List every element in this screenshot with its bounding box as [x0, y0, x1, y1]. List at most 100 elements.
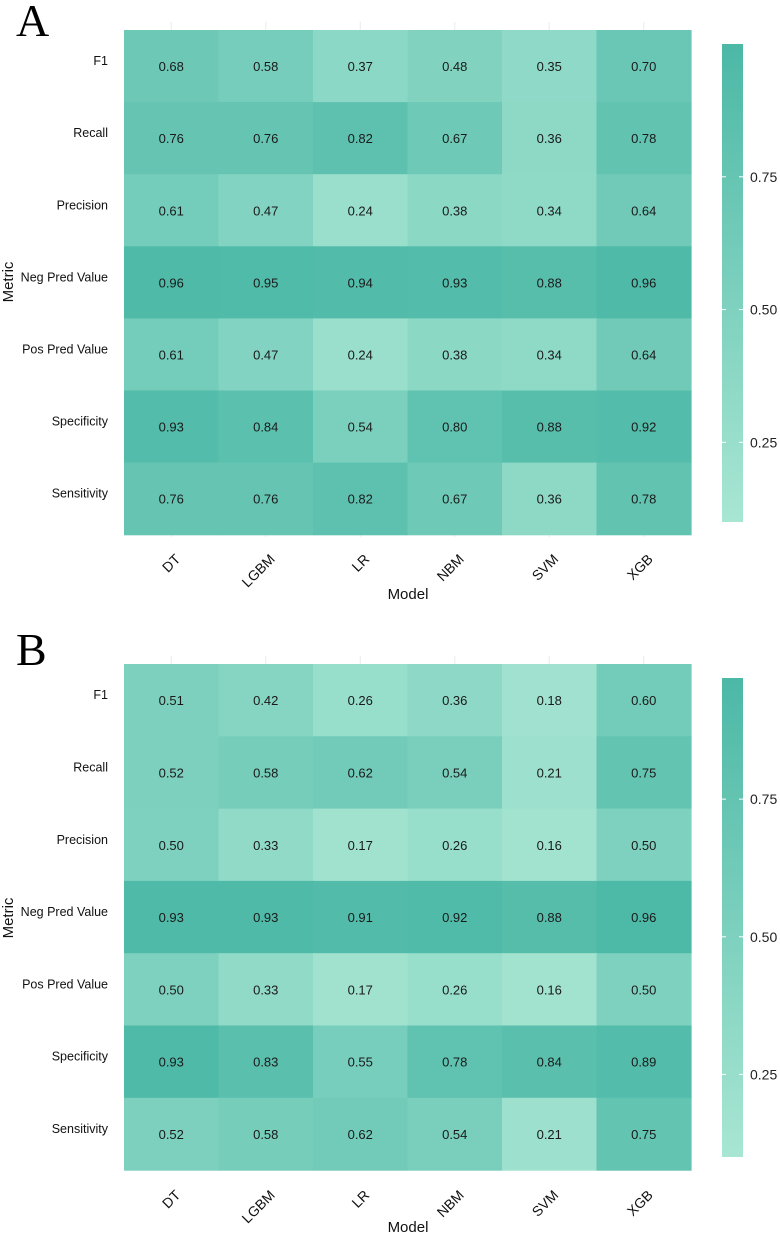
heatmap-cell [502, 736, 598, 810]
cell-value-label: 0.51 [159, 693, 184, 708]
colorbar-tick-label: 0.50 [750, 929, 777, 945]
heatmap-cell [124, 30, 220, 103]
x-axis-title: Model [388, 1219, 429, 1236]
heatmap-cell [502, 664, 598, 737]
cell-value-label: 0.67 [442, 131, 467, 146]
heatmap-cell [596, 174, 692, 247]
heatmap-cell [407, 664, 503, 737]
cell-value-label: 0.88 [537, 420, 562, 435]
heatmap-cell [124, 953, 220, 1027]
heatmap-cell [596, 246, 692, 319]
x-tick-label: SVM [529, 1187, 562, 1220]
colorbar-tick-label: 0.75 [750, 169, 777, 185]
heatmap-cell [313, 102, 409, 175]
cell-value-label: 0.96 [631, 275, 656, 290]
heatmap-cell [313, 1025, 409, 1099]
heatmap-cell [596, 736, 692, 810]
heatmap-cell [596, 390, 692, 464]
heatmap-cell [313, 736, 409, 810]
cell-value-label: 0.70 [631, 59, 656, 74]
cell-value-label: 0.34 [537, 203, 562, 218]
cell-value-label: 0.96 [159, 275, 184, 290]
y-tick-label: Recall [73, 126, 108, 140]
cell-value-label: 0.78 [442, 1055, 467, 1070]
heatmap-cell [218, 808, 314, 882]
y-tick-label: Neg Pred Value [21, 905, 108, 919]
cell-value-label: 0.35 [537, 59, 562, 74]
heatmap-cell [502, 174, 598, 247]
heatmap-cell [124, 1025, 220, 1099]
cell-value-label: 0.47 [253, 203, 278, 218]
y-tick-label: F1 [93, 688, 108, 702]
heatmap-cell [502, 953, 598, 1027]
heatmap-cell [218, 953, 314, 1027]
colorbar-tick-label: 0.25 [750, 434, 777, 450]
heatmap-cell [407, 953, 503, 1027]
heatmap-cell [502, 808, 598, 882]
panel-label: A [16, 0, 49, 46]
heatmap-cell [407, 102, 503, 175]
cell-value-label: 0.92 [631, 420, 656, 435]
heatmap-cells: 0.51 0.42 0.26 0.36 0.18 0.60 0.52 0.58 0.62 0.54… [124, 664, 692, 1171]
heatmap-cell [596, 664, 692, 737]
heatmap-cell [596, 880, 692, 954]
heatmap-cell [407, 462, 503, 536]
cell-value-label: 0.95 [253, 275, 278, 290]
x-axis-title: Model [388, 586, 429, 603]
heatmap-cell [124, 318, 220, 392]
heatmap-cell [124, 880, 220, 954]
y-tick-label: Recall [73, 760, 108, 774]
heatmap-panel-b: B 0.51 0.42 0.26 0.36 0.18 0.600.52 0.58 0.62 0.… [0, 624, 777, 1236]
x-tick-label: LR [348, 551, 372, 575]
heatmap-cell [407, 1025, 503, 1099]
cell-value-label: 0.16 [537, 838, 562, 853]
colorbar-tick-label: 0.75 [750, 791, 777, 807]
cell-value-label: 0.76 [159, 131, 184, 146]
cell-value-label: 0.37 [348, 59, 373, 74]
cell-value-label: 0.58 [253, 765, 278, 780]
cell-value-label: 0.21 [537, 765, 562, 780]
cell-value-label: 0.76 [253, 131, 278, 146]
heatmap-cell [218, 880, 314, 954]
heatmap-cell [313, 246, 409, 319]
heatmap-cell [407, 808, 503, 882]
heatmap-cell [407, 246, 503, 319]
cell-value-label: 0.34 [537, 347, 562, 362]
cell-value-label: 0.58 [253, 1127, 278, 1142]
x-tick-label: SVM [529, 551, 562, 584]
cell-value-label: 0.54 [442, 1127, 467, 1142]
x-tick-label: LR [348, 1187, 372, 1211]
cell-value-label: 0.42 [253, 693, 278, 708]
cell-value-label: 0.24 [348, 347, 373, 362]
cell-value-label: 0.50 [159, 838, 184, 853]
cell-value-label: 0.96 [631, 910, 656, 925]
heatmap-cell [596, 102, 692, 175]
y-tick-label: Precision [57, 198, 108, 212]
cell-value-label: 0.26 [442, 838, 467, 853]
heatmap-cell [218, 1097, 314, 1171]
cell-value-label: 0.54 [348, 420, 373, 435]
heatmap-cell [124, 390, 220, 464]
cell-value-label: 0.38 [442, 203, 467, 218]
heatmap-cell [218, 30, 314, 103]
cell-value-label: 0.16 [537, 982, 562, 997]
cell-value-label: 0.93 [253, 910, 278, 925]
heatmap-cell [313, 664, 409, 737]
heatmap-cell [596, 808, 692, 882]
cell-value-label: 0.84 [253, 420, 278, 435]
cell-value-label: 0.26 [348, 693, 373, 708]
heatmap-cell [407, 880, 503, 954]
y-axis-tick-labels: F1 Recall Precision Neg Pred Value Pos Pred … [21, 688, 109, 1136]
y-tick-label: Specificity [52, 415, 109, 429]
cell-value-label: 0.58 [253, 59, 278, 74]
heatmap-cell [124, 174, 220, 247]
cell-value-label: 0.61 [159, 203, 184, 218]
cell-value-label: 0.76 [253, 492, 278, 507]
cell-value-label: 0.78 [631, 131, 656, 146]
x-tick-label: NBM [434, 551, 467, 584]
cell-value-label: 0.61 [159, 347, 184, 362]
heatmap-cell [502, 318, 598, 392]
cell-value-label: 0.64 [631, 347, 656, 362]
heatmap-cell [407, 390, 503, 464]
heatmap-cell [313, 390, 409, 464]
